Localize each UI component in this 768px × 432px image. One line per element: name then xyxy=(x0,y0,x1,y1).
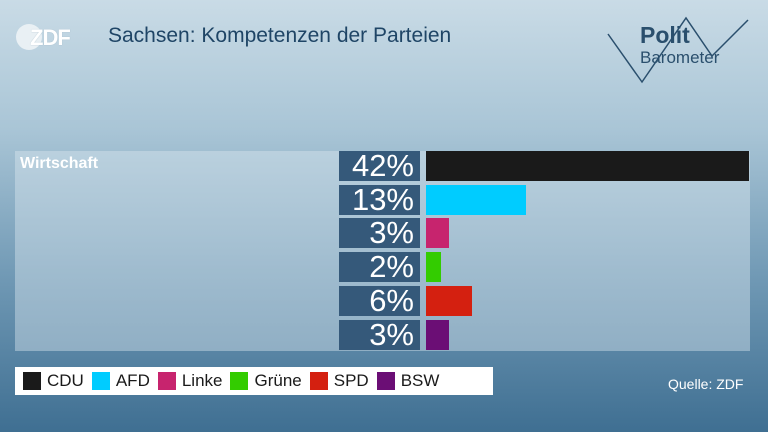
value-label-bsw: 3% xyxy=(369,317,414,352)
value-label-box-gruene: 2% xyxy=(339,249,420,284)
legend-item-spd: SPD xyxy=(309,371,369,391)
legend-swatch-cdu xyxy=(23,372,41,390)
legend-label-cdu: CDU xyxy=(47,371,84,390)
value-label-box-afd: 13% xyxy=(339,182,420,217)
value-label-box-bsw: 3% xyxy=(339,317,420,352)
value-label-linke: 3% xyxy=(369,215,414,250)
legend-item-linke: Linke xyxy=(157,371,223,391)
legend-swatch-afd xyxy=(91,372,110,390)
legend-swatch-spd xyxy=(309,372,328,390)
legend-swatch-gruene xyxy=(230,372,249,390)
bar-spd xyxy=(426,286,472,316)
value-label-spd: 6% xyxy=(369,283,414,318)
politbarometer-logo: Polit Barometer xyxy=(600,12,760,92)
category-label: Wirtschaft xyxy=(20,155,99,172)
bar-bsw xyxy=(426,320,449,350)
legend-label-gruene: Grüne xyxy=(254,371,302,390)
zdf-logo-text: ZDF xyxy=(30,25,71,50)
value-label-box-spd: 6% xyxy=(339,283,420,318)
legend: CDU AFD Linke Grüne SPD BSW xyxy=(15,367,493,395)
bar-gruene xyxy=(426,252,441,282)
value-label-afd: 13% xyxy=(351,182,414,217)
politbarometer-zigzag xyxy=(607,16,749,84)
legend-item-cdu: CDU xyxy=(23,371,84,391)
value-label-gruene: 2% xyxy=(369,249,414,284)
value-label-cdu: 42% xyxy=(351,148,414,183)
value-label-box-cdu: 42% xyxy=(339,148,420,183)
legend-swatch-bsw xyxy=(376,372,395,390)
bar-linke xyxy=(426,218,449,248)
politbarometer-word-barometer: Barometer xyxy=(640,48,720,67)
legend-label-spd: SPD xyxy=(333,371,369,390)
legend-item-gruene: Grüne xyxy=(230,371,302,391)
source-note: Quelle: ZDF xyxy=(668,376,744,392)
politbarometer-word-polit: Polit xyxy=(640,22,690,48)
legend-swatch-linke xyxy=(157,372,176,390)
zdf-logo-circle xyxy=(16,24,42,50)
legend-label-bsw: BSW xyxy=(400,371,440,390)
legend-item-afd: AFD xyxy=(91,371,150,391)
zdf-logo: ZDF xyxy=(16,24,78,50)
legend-label-afd: AFD xyxy=(115,371,150,390)
legend-label-linke: Linke xyxy=(181,371,223,390)
value-label-box-linke: 3% xyxy=(339,215,420,250)
bar-afd xyxy=(426,185,526,215)
chart-panel xyxy=(15,151,750,351)
bar-cdu xyxy=(426,151,749,181)
legend-item-bsw: BSW xyxy=(376,371,440,391)
page-title: Sachsen: Kompetenzen der Parteien xyxy=(108,24,452,47)
